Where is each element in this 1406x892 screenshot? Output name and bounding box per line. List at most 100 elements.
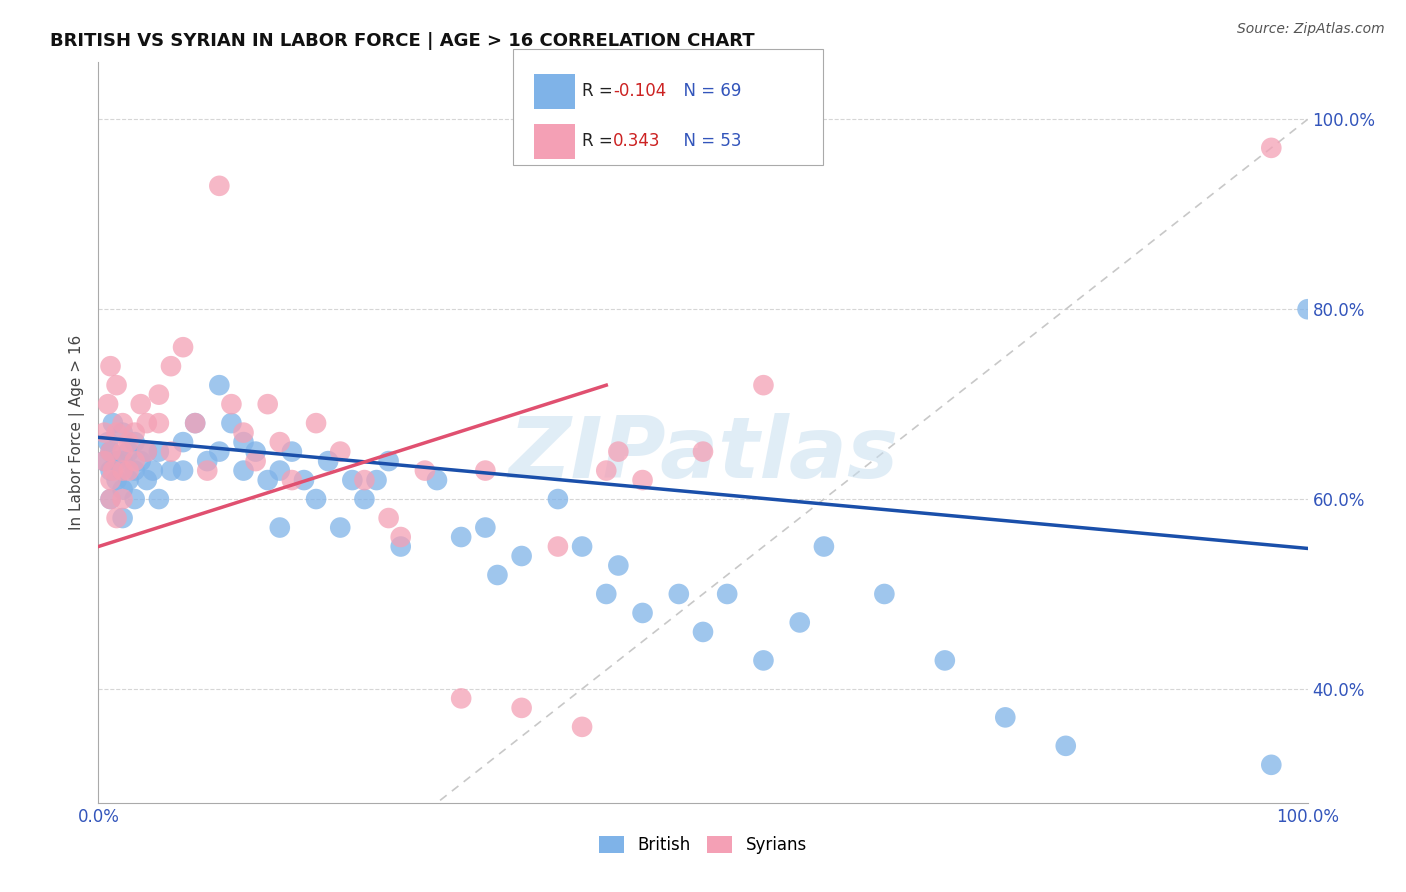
Point xyxy=(124,464,146,478)
Text: R =: R = xyxy=(582,82,619,100)
Point xyxy=(148,416,170,430)
Point xyxy=(607,444,630,458)
Point xyxy=(135,444,157,458)
Point xyxy=(160,464,183,478)
Point xyxy=(184,416,207,430)
Point xyxy=(281,473,304,487)
Point xyxy=(208,178,231,193)
Text: ZIPatlas: ZIPatlas xyxy=(508,413,898,496)
Point xyxy=(329,444,352,458)
Point xyxy=(377,511,399,525)
Point xyxy=(118,464,141,478)
Text: -0.104: -0.104 xyxy=(613,82,666,100)
Point xyxy=(97,397,120,411)
Point xyxy=(256,397,278,411)
Point xyxy=(100,444,122,458)
Point xyxy=(101,416,124,430)
Point xyxy=(118,444,141,458)
Point xyxy=(208,378,231,392)
Point xyxy=(101,464,124,478)
Point xyxy=(595,587,617,601)
Point xyxy=(571,720,593,734)
Point xyxy=(692,444,714,458)
Point xyxy=(752,653,775,667)
Point xyxy=(789,615,811,630)
Point xyxy=(1260,141,1282,155)
Point xyxy=(426,473,449,487)
Point xyxy=(269,435,291,450)
Point xyxy=(124,435,146,450)
Point xyxy=(934,653,956,667)
Point xyxy=(124,491,146,506)
Text: N = 53: N = 53 xyxy=(673,132,742,150)
Point xyxy=(232,425,254,440)
Text: Source: ZipAtlas.com: Source: ZipAtlas.com xyxy=(1237,22,1385,37)
Point xyxy=(571,540,593,554)
Point xyxy=(172,435,194,450)
Text: R =: R = xyxy=(582,132,623,150)
Point xyxy=(93,454,115,468)
Point xyxy=(221,397,243,411)
Point xyxy=(1260,757,1282,772)
Point xyxy=(547,540,569,554)
Point xyxy=(413,464,436,478)
Point xyxy=(135,444,157,458)
Point xyxy=(607,558,630,573)
Point xyxy=(105,378,128,392)
Point xyxy=(208,444,231,458)
Point xyxy=(994,710,1017,724)
Point xyxy=(172,340,194,354)
Point xyxy=(172,464,194,478)
Point xyxy=(366,473,388,487)
Point xyxy=(129,454,152,468)
Text: BRITISH VS SYRIAN IN LABOR FORCE | AGE > 16 CORRELATION CHART: BRITISH VS SYRIAN IN LABOR FORCE | AGE >… xyxy=(51,32,755,50)
Point xyxy=(100,359,122,374)
Point xyxy=(111,511,134,525)
Point xyxy=(97,435,120,450)
Point xyxy=(389,530,412,544)
Point xyxy=(135,416,157,430)
Point xyxy=(232,435,254,450)
Point xyxy=(752,378,775,392)
Point xyxy=(316,454,339,468)
Point xyxy=(474,520,496,534)
Point xyxy=(1054,739,1077,753)
Point xyxy=(184,416,207,430)
Point xyxy=(111,454,134,468)
Point xyxy=(692,624,714,639)
Point xyxy=(486,568,509,582)
Y-axis label: In Labor Force | Age > 16: In Labor Force | Age > 16 xyxy=(69,335,84,530)
Point xyxy=(100,464,122,478)
Point xyxy=(160,359,183,374)
Point xyxy=(160,444,183,458)
Point xyxy=(105,511,128,525)
Point xyxy=(100,491,122,506)
Point xyxy=(329,520,352,534)
Point xyxy=(631,606,654,620)
Point xyxy=(305,491,328,506)
Point xyxy=(510,549,533,563)
Point xyxy=(129,397,152,411)
Point xyxy=(111,491,134,506)
Point xyxy=(668,587,690,601)
Point xyxy=(716,587,738,601)
Point xyxy=(450,691,472,706)
Point xyxy=(1296,302,1319,317)
Point xyxy=(195,454,218,468)
Point xyxy=(148,387,170,401)
Point xyxy=(353,473,375,487)
Point xyxy=(100,444,122,458)
Point xyxy=(105,473,128,487)
Point xyxy=(269,520,291,534)
Point xyxy=(245,454,267,468)
Text: 0.343: 0.343 xyxy=(613,132,661,150)
Point xyxy=(232,464,254,478)
Point xyxy=(813,540,835,554)
Point xyxy=(111,416,134,430)
Point xyxy=(100,473,122,487)
Point xyxy=(510,701,533,715)
Point xyxy=(256,473,278,487)
Point xyxy=(342,473,364,487)
Point xyxy=(148,444,170,458)
Point xyxy=(450,530,472,544)
